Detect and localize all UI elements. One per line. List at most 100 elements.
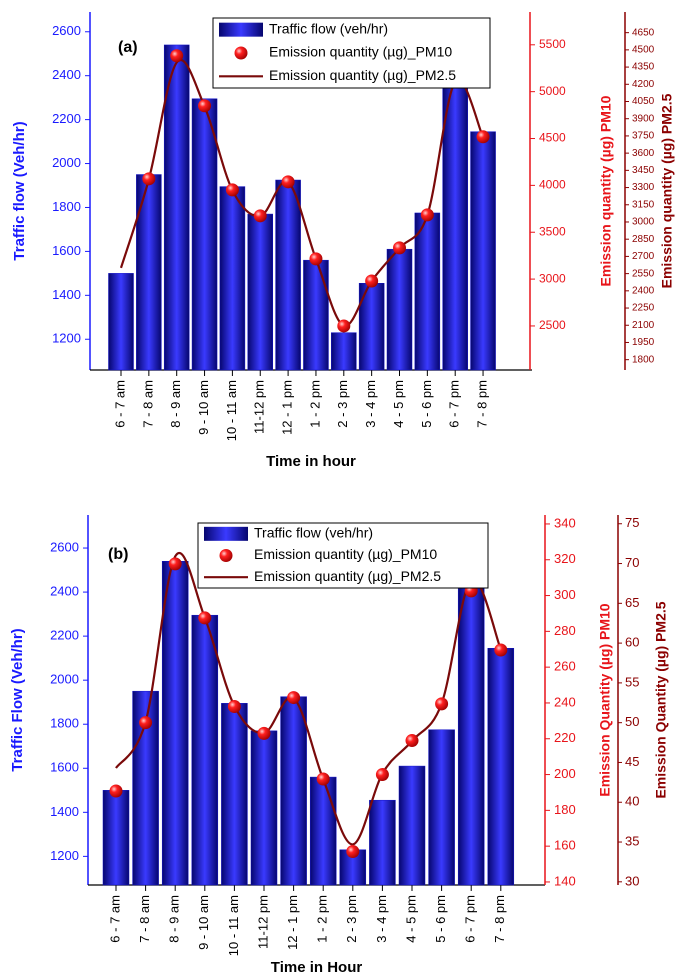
y-tick-label: 1200	[52, 331, 81, 346]
legend-label: Emission quantity (µg)_PM2.5	[254, 568, 441, 584]
point	[316, 772, 330, 786]
y2-tick-label: 300	[554, 587, 576, 602]
bar	[457, 587, 485, 886]
x-tick-label: 12 - 1 pm	[285, 895, 300, 950]
point	[393, 241, 406, 255]
y2-tick-label: 220	[554, 730, 576, 745]
y3-tick-label: 35	[625, 833, 639, 848]
y3-tick-label: 2250	[632, 303, 655, 314]
x-tick-label: 1 - 2 pm	[315, 895, 330, 943]
legend-swatch	[234, 46, 248, 60]
y2-tick-label: 340	[554, 515, 576, 530]
bar	[309, 776, 337, 886]
x-tick-label: 6 - 7 am	[112, 380, 127, 428]
y3-axis-title: Emission quantity (µg) PM2.5	[659, 93, 675, 288]
y-tick-label: 2200	[52, 111, 81, 126]
y3-tick-label: 45	[625, 754, 639, 769]
y-tick-label: 2400	[52, 67, 81, 82]
legend-swatch	[219, 549, 233, 562]
y-tick-label: 1600	[50, 760, 79, 775]
point	[375, 768, 389, 782]
point	[109, 784, 123, 798]
legend-swatch	[204, 526, 248, 541]
y3-tick-label: 3300	[632, 182, 655, 193]
x-tick-label: 7 - 8 pm	[474, 380, 489, 428]
y2-tick-label: 3000	[539, 271, 566, 285]
point	[287, 691, 301, 705]
legend-label: Emission quantity (µg)_PM10	[269, 44, 452, 60]
y3-tick-label: 3450	[632, 165, 655, 176]
y3-tick-label: 4200	[632, 79, 655, 90]
y3-tick-label: 55	[625, 674, 639, 689]
x-tick-label: 12 - 1 pm	[280, 380, 295, 435]
x-tick-label: 5 - 6 pm	[419, 380, 434, 428]
y2-tick-label: 280	[554, 623, 576, 638]
point	[253, 209, 267, 223]
y-tick-label: 2600	[50, 539, 79, 554]
point	[257, 726, 271, 740]
x-tick-label: 7 - 8 am	[137, 895, 152, 943]
y2-tick-label: 200	[554, 766, 576, 781]
x-tick-label: 5 - 6 pm	[433, 895, 448, 943]
y2-tick-label: 160	[554, 838, 576, 853]
y2-tick-label: 180	[554, 802, 576, 817]
x-axis-title: Time in hour	[266, 453, 356, 470]
x-axis-title: Time in Hour	[271, 959, 363, 976]
x-tick-label: 7 - 8 pm	[492, 895, 507, 943]
x-tick-label: 6 - 7 pm	[447, 380, 462, 428]
y2-tick-label: 5000	[539, 84, 566, 98]
y3-tick-label: 2850	[632, 234, 655, 245]
point	[142, 172, 156, 186]
x-tick-label: 4 - 5 pm	[391, 380, 406, 428]
bar	[331, 332, 357, 371]
legend-label: Traffic flow (veh/hr)	[254, 525, 373, 541]
x-tick-label: 2 - 3 pm	[344, 895, 359, 943]
y2-tick-label: 4500	[539, 131, 566, 145]
y3-tick-label: 3900	[632, 113, 655, 124]
x-tick-label: 2 - 3 pm	[335, 380, 350, 428]
bar	[250, 730, 278, 886]
point	[420, 208, 434, 222]
legend-swatch	[219, 22, 263, 37]
bar	[470, 131, 496, 371]
point	[198, 99, 212, 113]
x-tick-label: 7 - 8 am	[140, 380, 155, 428]
x-tick-label: 10 - 11 am	[224, 380, 239, 441]
x-tick-label: 11-12 pm	[255, 895, 270, 949]
x-tick-label: 6 - 7 pm	[463, 895, 478, 943]
legend-label: Traffic flow (veh/hr)	[269, 20, 388, 36]
x-tick-label: 11-12 pm	[252, 380, 267, 434]
x-tick-label: 1 - 2 pm	[307, 380, 322, 428]
x-tick-label: 4 - 5 pm	[403, 895, 418, 943]
bar	[136, 174, 162, 371]
y3-tick-label: 4350	[632, 62, 655, 73]
y-tick-label: 2000	[52, 155, 81, 170]
point	[198, 611, 212, 625]
bar	[108, 273, 134, 371]
point	[225, 183, 239, 197]
bar	[247, 213, 273, 371]
point	[346, 845, 360, 859]
y3-tick-label: 3000	[632, 217, 655, 228]
bar	[102, 790, 130, 886]
point	[337, 319, 351, 333]
bar	[386, 248, 413, 371]
legend-label: Emission quantity (µg)_PM10	[254, 546, 437, 562]
x-tick-label: 6 - 7 am	[107, 895, 122, 943]
y-tick-label: 1800	[50, 716, 79, 731]
bar	[221, 703, 248, 886]
x-tick-label: 3 - 4 pm	[363, 380, 378, 428]
y3-tick-label: 75	[625, 515, 639, 530]
y2-tick-label: 240	[554, 694, 576, 709]
y3-tick-label: 60	[625, 635, 639, 650]
y3-tick-label: 2400	[632, 285, 655, 296]
y2-tick-label: 320	[554, 551, 576, 566]
y2-axis-title: Emission Quantity (µg) PM10	[597, 603, 613, 796]
y3-tick-label: 30	[625, 873, 639, 888]
point	[139, 716, 153, 730]
bar	[163, 44, 190, 371]
point	[281, 175, 295, 189]
bar	[191, 98, 218, 371]
y2-tick-label: 260	[554, 659, 576, 674]
